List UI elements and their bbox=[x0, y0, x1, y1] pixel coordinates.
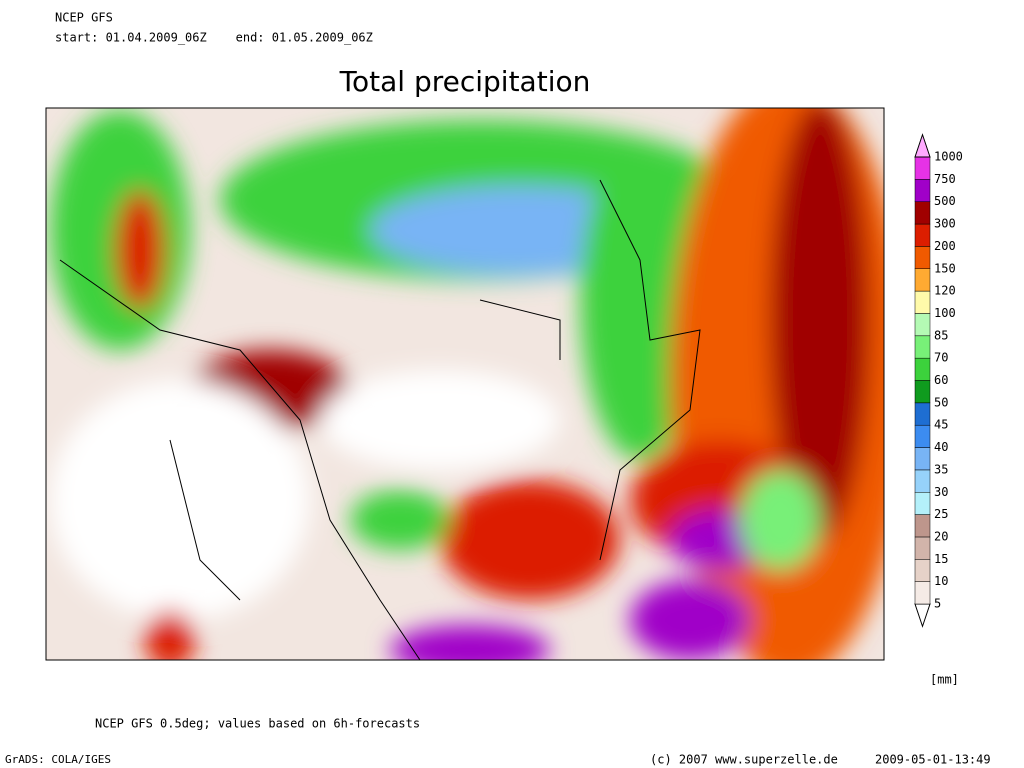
legend-label: 1000 bbox=[934, 150, 963, 164]
legend-swatch bbox=[914, 156, 931, 180]
legend-label: 60 bbox=[934, 373, 948, 387]
software-label: GrADS: COLA/IGES bbox=[5, 753, 111, 766]
timestamp: 2009-05-01-13:49 bbox=[875, 753, 991, 767]
legend-label: 40 bbox=[934, 440, 948, 454]
map-title: Total precipitation bbox=[339, 65, 591, 98]
color-legend: 5 10 15 20 25 30 35 40 45 50 60 70 85 100 120 150 200 300… bbox=[914, 133, 963, 628]
legend-swatch bbox=[914, 357, 931, 381]
legend-swatch bbox=[914, 268, 931, 292]
legend-label: 50 bbox=[934, 395, 948, 409]
legend-arrow bbox=[914, 603, 931, 628]
legend-swatch bbox=[914, 581, 931, 605]
legend-label: 150 bbox=[934, 261, 956, 275]
legend-label: 45 bbox=[934, 418, 948, 432]
legend-swatch bbox=[914, 514, 931, 538]
legend-label: 30 bbox=[934, 485, 948, 499]
legend-swatch bbox=[914, 179, 931, 202]
legend-swatch bbox=[914, 223, 931, 247]
precipitation-map bbox=[46, 108, 884, 660]
legend-swatch bbox=[914, 313, 931, 337]
legend-arrow bbox=[914, 133, 931, 158]
legend-label: 750 bbox=[934, 172, 956, 186]
legend-swatch bbox=[914, 447, 931, 471]
legend-label: 35 bbox=[934, 462, 948, 476]
legend-swatch bbox=[914, 559, 931, 582]
period-label: start: 01.04.2009_06Z end: 01.05.2009_06… bbox=[55, 31, 373, 45]
legend-swatch bbox=[914, 536, 931, 560]
copyright: (c) 2007 www.superzelle.de bbox=[650, 753, 838, 767]
legend-swatch bbox=[914, 424, 931, 448]
legend-label: 70 bbox=[934, 351, 948, 365]
unit-label: [mm] bbox=[930, 673, 959, 687]
legend-label: 10 bbox=[934, 574, 948, 588]
legend-label: 20 bbox=[934, 529, 948, 543]
legend-swatch bbox=[914, 335, 931, 359]
legend-label: 25 bbox=[934, 507, 948, 521]
coastlines bbox=[59, 179, 701, 660]
map-frame bbox=[45, 107, 885, 661]
legend-label: 85 bbox=[934, 328, 948, 342]
legend-swatch bbox=[914, 201, 931, 225]
legend-label: 300 bbox=[934, 217, 956, 231]
legend-label: 15 bbox=[934, 552, 948, 566]
legend-swatch bbox=[914, 469, 931, 493]
legend-label: 200 bbox=[934, 239, 956, 253]
footer-note: NCEP GFS 0.5deg; values based on 6h-fore… bbox=[95, 717, 420, 731]
legend-label: 120 bbox=[934, 284, 956, 298]
legend-swatch bbox=[914, 246, 931, 269]
legend-label: 100 bbox=[934, 306, 956, 320]
legend-swatch bbox=[914, 380, 931, 404]
model-label: NCEP GFS bbox=[55, 11, 113, 25]
legend-swatch bbox=[914, 290, 931, 314]
legend-swatch bbox=[914, 402, 931, 426]
legend-label: 5 bbox=[934, 597, 941, 611]
legend-swatch bbox=[914, 492, 931, 515]
legend-label: 500 bbox=[934, 194, 956, 208]
